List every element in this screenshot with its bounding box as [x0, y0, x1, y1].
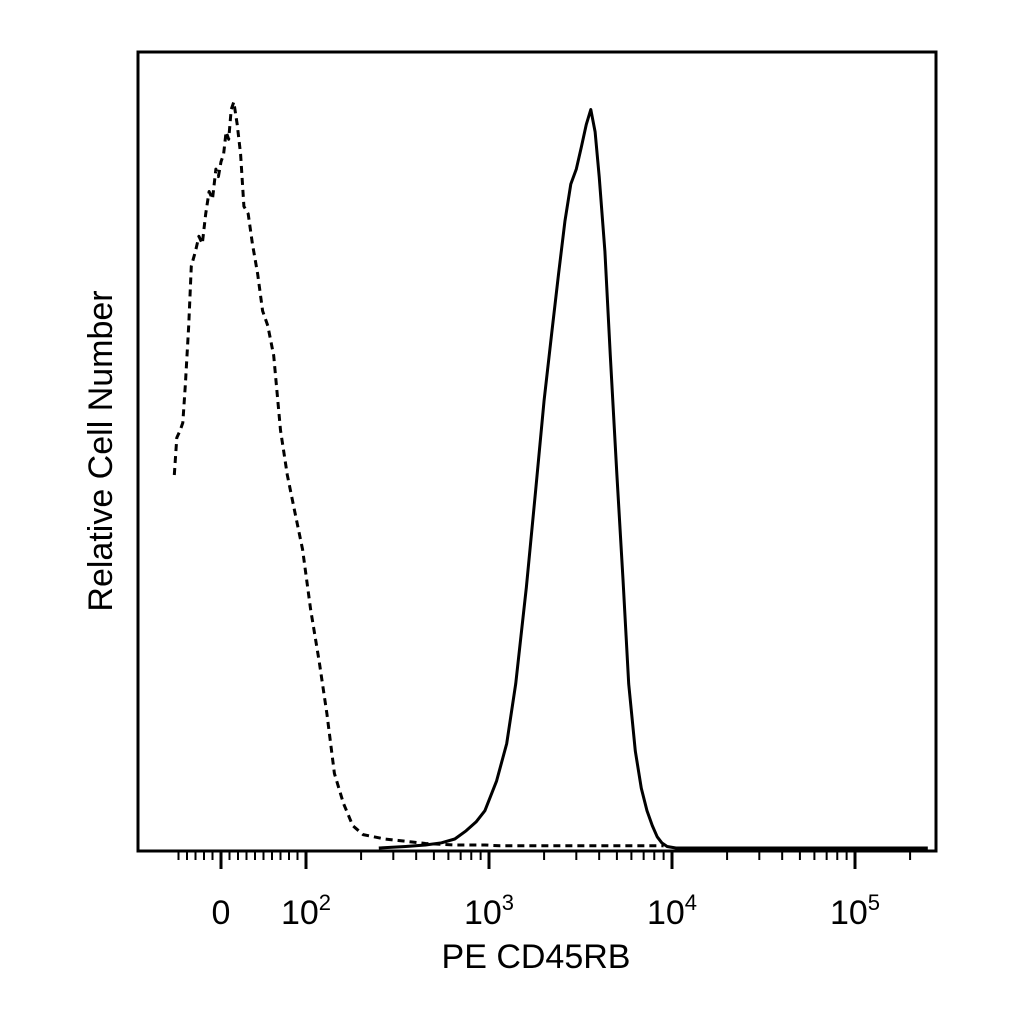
x-tick-labels: 0 102 103 104 105: [212, 890, 881, 932]
series-layer: [172, 100, 928, 850]
x-major-ticks: [219, 851, 857, 869]
series-line-dashed: [172, 100, 664, 848]
y-axis-title: Relative Cell Number: [82, 290, 120, 611]
x-tick-label: 0: [212, 894, 231, 932]
plot-frame: [136, 50, 938, 853]
x-tick-label: 103: [464, 890, 514, 932]
x-tick-label: 102: [281, 890, 331, 932]
x-tick-label: 104: [647, 890, 697, 932]
x-axis-title: PE CD45RB: [442, 938, 631, 976]
series-line-solid: [378, 108, 928, 850]
x-tick-label: 105: [830, 890, 880, 932]
x-minor-ticks: [177, 851, 912, 860]
